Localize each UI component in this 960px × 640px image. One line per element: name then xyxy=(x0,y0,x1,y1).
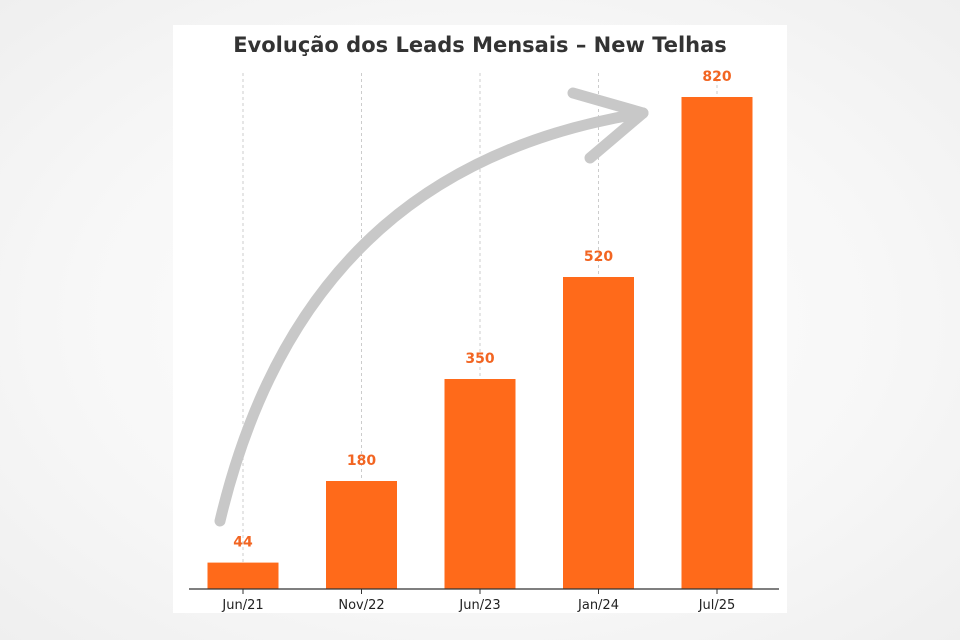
x-tick-label: Jul/25 xyxy=(698,598,736,613)
bar xyxy=(444,379,516,589)
trend-arrow-head xyxy=(567,87,649,164)
data-label: 520 xyxy=(584,249,613,265)
bar-layer xyxy=(207,97,753,589)
bar xyxy=(681,97,753,589)
bar-chart: 44 Jun/21 180 Nov/22 350 Jun/23 520 Jan/24 820 Ju… xyxy=(189,69,779,613)
data-label: 180 xyxy=(347,453,376,469)
data-label: 350 xyxy=(465,351,494,367)
x-tick-label: Jun/21 xyxy=(221,598,263,613)
x-tick-label: Nov/22 xyxy=(338,598,384,613)
bar xyxy=(207,562,279,589)
label-layer: 44 Jun/21 180 Nov/22 350 Jun/23 520 Jan/24 820 Ju… xyxy=(189,69,779,613)
x-tick-label: Jun/23 xyxy=(458,598,500,613)
trend-arrow-shaft xyxy=(214,107,649,527)
bar xyxy=(563,277,634,589)
chart-card: Evolução dos Leads Mensais – New Telhas … xyxy=(173,25,787,613)
data-label: 820 xyxy=(702,69,731,85)
x-tick-label: Jan/24 xyxy=(577,598,619,613)
bar xyxy=(326,481,397,589)
chart-title: Evolução dos Leads Mensais – New Telhas xyxy=(233,33,727,57)
trend-arrow-layer xyxy=(214,87,649,527)
data-label: 44 xyxy=(233,535,253,551)
